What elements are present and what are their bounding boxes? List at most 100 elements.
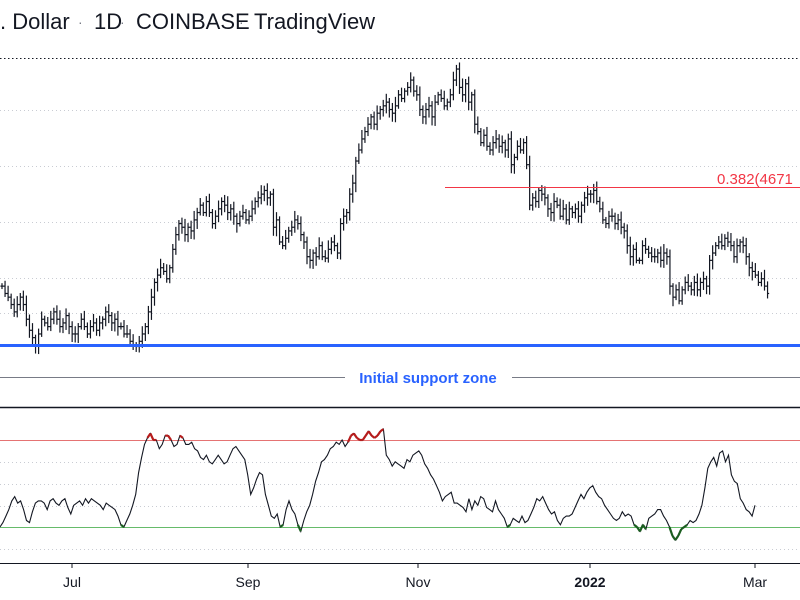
fib-level-label: 0.382(4671 (717, 171, 793, 188)
price-bar (442, 90, 446, 110)
price-bar (101, 316, 105, 330)
price-bar (128, 329, 132, 346)
price-bar (549, 202, 553, 222)
price-bar (424, 102, 428, 125)
price-bar (534, 190, 538, 208)
price-bar (491, 136, 495, 156)
rsi-extreme-segment (167, 435, 172, 441)
price-bar (162, 262, 166, 275)
header-sep-2: · (120, 14, 125, 30)
rsi-extreme-segment (674, 535, 680, 541)
price-bar (586, 185, 590, 206)
price-bar (216, 200, 221, 223)
price-bar (415, 85, 419, 101)
price-bar (226, 196, 230, 221)
price-bar (683, 276, 687, 295)
price-bar (241, 204, 245, 220)
price-bar (576, 201, 581, 223)
price-bar (674, 284, 678, 301)
rsi-extreme-segment (373, 434, 379, 439)
price-bar (653, 248, 657, 263)
price-bar (177, 220, 181, 241)
price-bar (531, 193, 535, 211)
price-bar (582, 191, 587, 213)
price-bar (689, 281, 693, 296)
price-bar (714, 242, 718, 256)
price-bar (701, 271, 706, 290)
price-bar (436, 91, 440, 106)
price-bar (692, 275, 696, 296)
price-bar (460, 78, 465, 102)
price-bar (351, 174, 355, 203)
time-tick-label: Sep (236, 574, 261, 590)
price-bar (650, 247, 654, 263)
price-bar (613, 212, 617, 230)
price-bar (82, 310, 86, 331)
price-bar (284, 229, 288, 250)
price-bar (229, 204, 233, 221)
price-bar (12, 298, 16, 317)
chart-header: . Dollar · 1D · COINBASE · TradingView (0, 9, 375, 34)
price-bar (381, 99, 385, 117)
price-bar (363, 126, 367, 143)
price-bar (329, 237, 333, 255)
rsi-line (0, 428, 756, 541)
price-bar (311, 249, 315, 269)
price-bar (631, 244, 635, 266)
price-bar (622, 223, 626, 239)
price-bar (107, 304, 111, 324)
price-bar (262, 185, 266, 202)
rsi-extreme-segment (376, 430, 382, 437)
price-bar (70, 321, 74, 342)
price-bar (335, 242, 340, 260)
price-bar (49, 310, 53, 332)
price-bar (409, 72, 413, 93)
price-bar (656, 248, 660, 264)
price-bar (403, 88, 407, 103)
price-bar (485, 126, 489, 151)
price-bar (345, 208, 349, 224)
price-bar (668, 249, 672, 295)
rsi-series (0, 428, 756, 541)
price-bar (723, 234, 727, 251)
price-bar (171, 243, 175, 273)
price-pane-grid (0, 110, 800, 314)
price-bar (271, 188, 276, 236)
price-bar (470, 91, 474, 111)
support-zone-label: Initial support zone (359, 370, 497, 387)
price-bar (509, 131, 513, 174)
price-bar (741, 236, 745, 254)
price-bar (37, 328, 41, 355)
price-bar (430, 101, 434, 126)
price-bar (342, 208, 346, 231)
price-bar (427, 96, 431, 118)
price-bar (116, 310, 120, 336)
price-bar (277, 216, 282, 245)
price-bar (67, 312, 71, 335)
price-bar (393, 96, 398, 123)
rsi-extreme-segment (352, 432, 358, 439)
rsi-extreme-segment (296, 524, 302, 532)
price-bar (186, 223, 190, 243)
price-bar (637, 257, 642, 264)
price-bar (625, 224, 629, 254)
price-bar (515, 140, 520, 161)
price-bar (314, 247, 318, 266)
rsi-extreme-segment (279, 523, 284, 528)
price-bar (445, 98, 449, 111)
rsi-extreme-segment (149, 433, 155, 441)
price-bar (287, 226, 291, 243)
price-bar (558, 198, 562, 220)
price-bar (30, 323, 35, 346)
price-bar (680, 286, 684, 305)
price-bar (332, 234, 337, 252)
price-bar (85, 322, 89, 338)
price-bar (268, 191, 272, 206)
price-bar (399, 87, 404, 102)
rsi-extreme-segment (683, 523, 688, 528)
price-bar (592, 183, 596, 204)
price-bar (735, 238, 739, 264)
price-bar (457, 62, 462, 94)
price-bar (360, 129, 364, 154)
price-bar (762, 269, 767, 291)
